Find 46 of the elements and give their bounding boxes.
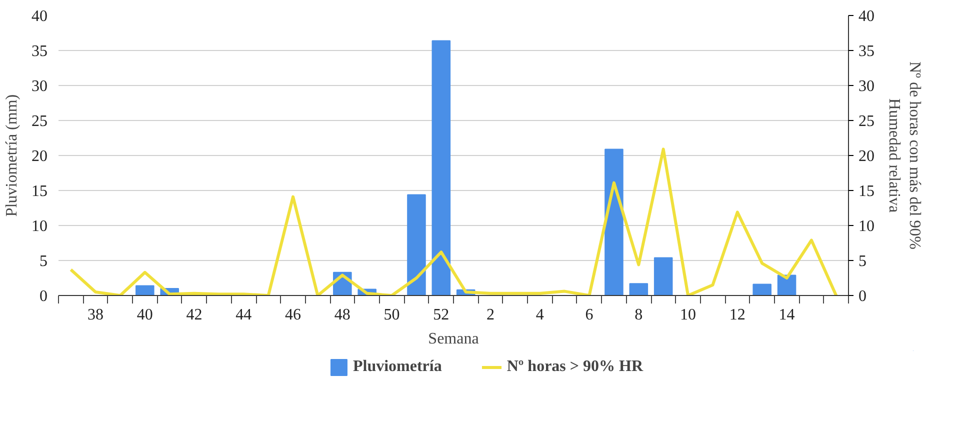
x-tick-label: 6: [585, 306, 594, 324]
bar: [752, 284, 772, 296]
y-tick-label: 10: [32, 218, 48, 235]
legend-label: Nº horas > 90% HR: [506, 358, 644, 376]
x-tick-label: 48: [334, 306, 350, 324]
bar: [654, 257, 673, 296]
line-series: [69, 148, 838, 296]
y2-tick-label: 15: [858, 183, 874, 200]
x-tick-label: 14: [778, 306, 795, 324]
y-tick-label: 20: [32, 148, 48, 165]
bar: [629, 283, 648, 296]
y-tick-label: 40: [32, 8, 48, 25]
y-tick-label: 5: [40, 253, 48, 270]
x-tick-label: 4: [536, 306, 544, 324]
y-tick-label: 0: [40, 288, 48, 305]
y2-tick-label: 30: [858, 78, 874, 95]
x-axis-title: Semana: [428, 330, 479, 348]
y-tick-label: 25: [32, 113, 48, 130]
legend-label: Pluviometría: [352, 358, 442, 376]
bar: [432, 40, 451, 296]
y2-axis-title: Nº de horas con más del 90% Humedad relativa: [886, 61, 923, 250]
y2-tick-label: 35: [858, 43, 874, 60]
x-tick-label: 40: [136, 306, 153, 324]
y-tick-label: 35: [32, 43, 48, 60]
x-tick-label: 44: [236, 306, 252, 324]
y2-tick-label: 0: [858, 288, 866, 305]
y2-tick-label: 25: [858, 113, 874, 130]
y-axis-title: Pluviometría (mm): [4, 94, 20, 217]
bar: [604, 148, 624, 296]
y2-tick-label: 5: [858, 253, 866, 270]
x-tick-label: 50: [384, 306, 400, 324]
y-tick-label: 15: [32, 183, 48, 200]
x-tick-label: 12: [729, 306, 746, 324]
x-tick-label: 10: [680, 306, 696, 324]
y-tick-label: 30: [32, 78, 48, 95]
x-tick-label: 46: [285, 306, 302, 324]
x-tick-label: 8: [634, 306, 643, 324]
y2-tick-label: 20: [858, 148, 874, 165]
y2-tick-label: 40: [858, 8, 874, 25]
x-tick-label: 2: [486, 306, 495, 324]
bar: [136, 285, 154, 296]
x-tick-label: 42: [186, 306, 202, 324]
x-tick-label: 52: [433, 306, 450, 324]
y2-tick-label: 10: [858, 218, 874, 235]
x-tick-label: 38: [88, 306, 104, 324]
bar: [407, 194, 426, 296]
